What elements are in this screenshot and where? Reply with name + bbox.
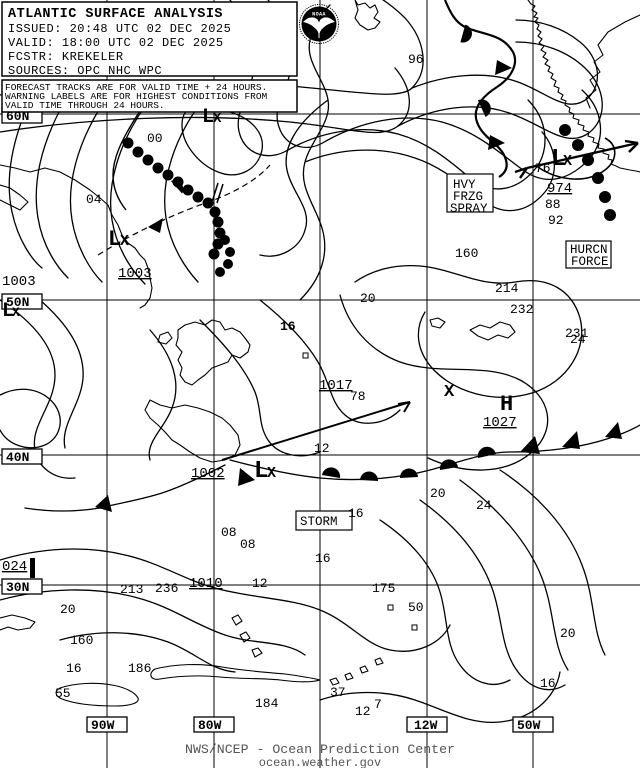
svg-text:232: 232 bbox=[510, 302, 533, 317]
svg-text:80W: 80W bbox=[198, 718, 222, 733]
svg-text:55: 55 bbox=[55, 686, 71, 701]
svg-text:184: 184 bbox=[255, 696, 279, 711]
svg-text:SOURCES: OPC NHC WPC: SOURCES: OPC NHC WPC bbox=[8, 64, 162, 78]
svg-text:160: 160 bbox=[70, 633, 93, 648]
svg-text:96: 96 bbox=[408, 52, 424, 67]
svg-text:1003: 1003 bbox=[118, 266, 152, 282]
svg-text:37: 37 bbox=[330, 685, 346, 700]
svg-text:X: X bbox=[12, 305, 20, 320]
svg-text:1003: 1003 bbox=[2, 274, 36, 290]
svg-text:50W: 50W bbox=[517, 718, 541, 733]
svg-text:78: 78 bbox=[350, 389, 366, 404]
svg-text:90W: 90W bbox=[91, 718, 115, 733]
svg-text:40N: 40N bbox=[6, 450, 29, 465]
svg-text:FORCE: FORCE bbox=[571, 255, 609, 269]
svg-text:160: 160 bbox=[455, 246, 478, 261]
svg-text:20: 20 bbox=[560, 626, 576, 641]
svg-text:186: 186 bbox=[128, 661, 151, 676]
svg-text:1027: 1027 bbox=[483, 415, 517, 431]
svg-text:20: 20 bbox=[430, 486, 446, 501]
svg-text:NOAA: NOAA bbox=[312, 12, 326, 18]
svg-text:30N: 30N bbox=[6, 580, 29, 595]
svg-text:VALID: 18:00 UTC 02 DEC 2025: VALID: 18:00 UTC 02 DEC 2025 bbox=[8, 36, 224, 50]
svg-text:H: H bbox=[500, 392, 513, 417]
svg-text:STORM: STORM bbox=[300, 515, 338, 529]
svg-text:1002: 1002 bbox=[191, 466, 225, 482]
svg-text:ATLANTIC SURFACE ANALYSIS: ATLANTIC SURFACE ANALYSIS bbox=[8, 7, 223, 22]
svg-text:VALID TIME THROUGH 24 HOURS.: VALID TIME THROUGH 24 HOURS. bbox=[5, 100, 165, 111]
svg-text:NWS/NCEP - Ocean Prediction: NWS/NCEP - Ocean Prediction Center bbox=[185, 742, 455, 757]
svg-text:12: 12 bbox=[355, 704, 371, 719]
svg-text:214: 214 bbox=[495, 281, 519, 296]
svg-text:12: 12 bbox=[252, 576, 268, 591]
svg-text:7: 7 bbox=[374, 697, 382, 712]
svg-text:X: X bbox=[444, 383, 455, 402]
svg-text:16: 16 bbox=[66, 661, 82, 676]
svg-text:12: 12 bbox=[314, 441, 330, 456]
svg-text:213: 213 bbox=[120, 582, 143, 597]
svg-text:231: 231 bbox=[565, 326, 589, 341]
svg-text:20: 20 bbox=[360, 291, 376, 306]
svg-text:X: X bbox=[563, 153, 572, 170]
svg-text:024: 024 bbox=[2, 559, 27, 575]
svg-text:12W: 12W bbox=[414, 718, 438, 733]
svg-text:16: 16 bbox=[280, 319, 296, 334]
svg-text:00: 00 bbox=[147, 131, 163, 146]
svg-text:1010: 1010 bbox=[189, 576, 223, 592]
svg-text:236: 236 bbox=[155, 581, 178, 596]
svg-text:SPRAY: SPRAY bbox=[450, 202, 488, 216]
svg-text:24: 24 bbox=[476, 498, 492, 513]
svg-text:X: X bbox=[120, 233, 129, 250]
svg-text:1017: 1017 bbox=[319, 378, 353, 394]
svg-text:16: 16 bbox=[540, 676, 556, 691]
svg-text:974: 974 bbox=[547, 181, 572, 197]
svg-text:08: 08 bbox=[240, 537, 256, 552]
svg-text:X: X bbox=[267, 465, 276, 482]
svg-text:50: 50 bbox=[408, 600, 424, 615]
svg-text:04: 04 bbox=[86, 192, 102, 207]
svg-text:92: 92 bbox=[548, 213, 564, 228]
svg-text:88: 88 bbox=[545, 197, 561, 212]
svg-text:16: 16 bbox=[348, 506, 364, 521]
svg-text:X: X bbox=[213, 111, 222, 127]
svg-text:20: 20 bbox=[60, 602, 76, 617]
svg-text:175: 175 bbox=[372, 581, 395, 596]
svg-text:FCSTR: KREKELER: FCSTR: KREKELER bbox=[8, 50, 124, 64]
svg-text:ocean.weather.gov: ocean.weather.gov bbox=[259, 756, 381, 768]
svg-text:ISSUED: 20:48 UTC 02 DEC 2025: ISSUED: 20:48 UTC 02 DEC 2025 bbox=[8, 22, 231, 36]
svg-text:08: 08 bbox=[221, 525, 237, 540]
svg-text:16: 16 bbox=[315, 551, 331, 566]
